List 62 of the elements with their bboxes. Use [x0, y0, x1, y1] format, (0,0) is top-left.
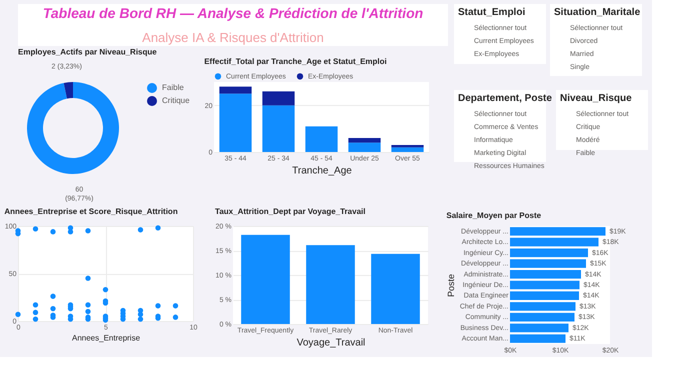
point	[85, 228, 91, 234]
bar	[510, 291, 579, 300]
bar	[510, 238, 598, 246]
chart-title: Employes_Actifs par Niveau_Risque	[18, 47, 158, 56]
point	[32, 316, 38, 322]
text: Analyse IA & Risques d'Attrition	[142, 30, 324, 45]
point	[32, 310, 38, 316]
bar	[510, 248, 588, 258]
point	[50, 229, 56, 234]
bar	[510, 302, 576, 311]
text: Situation_Maritale	[554, 7, 641, 18]
bar	[510, 280, 580, 290]
point	[15, 312, 21, 317]
point	[85, 276, 91, 281]
bar	[262, 105, 295, 152]
bar	[391, 147, 424, 152]
bar	[510, 334, 566, 343]
bar	[348, 138, 381, 143]
chart-title: Taux_Attrition_Dept par Voyage_Travail	[215, 207, 366, 216]
text: Niveau_Risque	[560, 93, 632, 104]
legend-label: Critique	[162, 96, 190, 105]
point	[32, 302, 38, 308]
y-axis-title: Poste	[446, 274, 456, 298]
point	[172, 314, 178, 320]
bar	[219, 94, 252, 152]
bar	[510, 324, 568, 332]
point	[138, 227, 144, 232]
bar	[371, 254, 420, 324]
point	[155, 225, 161, 231]
bar	[348, 142, 381, 152]
point	[32, 226, 38, 232]
point	[85, 302, 91, 308]
point	[138, 312, 144, 317]
bar	[306, 245, 355, 324]
point	[102, 287, 108, 292]
donut-slice	[27, 82, 119, 174]
point	[85, 308, 91, 314]
bar	[219, 86, 252, 94]
point	[155, 303, 161, 308]
x-axis-title: Annees_Entreprise	[72, 334, 141, 342]
legend-label: Faible	[162, 83, 184, 92]
point	[138, 316, 144, 322]
text: Statut_Emploi	[458, 7, 526, 18]
bar	[241, 234, 290, 324]
x-axis-title: Tranche_Age	[292, 166, 352, 176]
bar	[510, 270, 581, 279]
x-axis-title: Voyage_Travail	[296, 338, 366, 348]
point	[50, 294, 56, 299]
chart-title: Annees_Entreprise et Score_Risque_Attrition	[4, 207, 178, 216]
chart-title: Effectif_Total par Tranche_Age et Statut_Emploi	[204, 57, 387, 66]
chart-title: Salaire_Moyen par Poste	[446, 211, 542, 220]
bar	[262, 91, 295, 106]
text: Departement, Poste	[458, 93, 552, 104]
donut-slice	[64, 82, 73, 99]
bar	[510, 259, 586, 268]
bar	[510, 312, 574, 322]
bar	[305, 126, 338, 152]
point	[172, 303, 178, 308]
text: Tableau de Bord RH — Analyse & Prédiction de l'Attrition	[42, 5, 424, 21]
point	[50, 306, 56, 312]
bar	[510, 227, 606, 236]
point	[68, 229, 74, 234]
